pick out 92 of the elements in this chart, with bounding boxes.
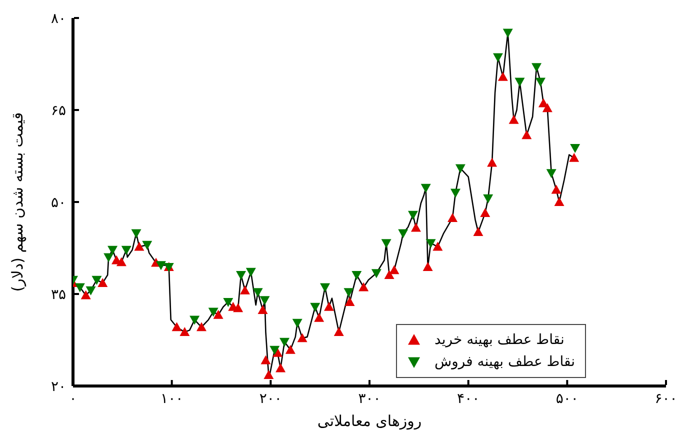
point [408,210,418,220]
x-tick-label: ۱۰۰ [160,390,184,407]
y-tick-label: ۶۵ [50,102,66,119]
point [554,197,564,206]
point [371,269,382,278]
y-tick-label: ۸۰ [50,10,66,27]
point [285,344,296,354]
point [223,298,234,307]
y-tick-label: ۳۵ [50,286,66,303]
point [104,253,114,262]
point [398,229,408,238]
point [473,227,484,236]
point [324,302,334,311]
point [546,169,556,178]
point [236,270,246,280]
point [240,285,250,294]
point [532,63,542,72]
point [432,242,443,251]
point [292,318,302,328]
point [208,308,218,317]
point [98,278,108,287]
x-tick-label: ۳۰۰ [358,390,381,407]
point [264,370,274,379]
point [344,296,355,306]
point [108,246,118,255]
point [172,322,182,332]
point [131,229,142,238]
point [492,53,503,62]
point [420,184,431,193]
point [74,283,85,292]
x-tick-label: ۴۰۰ [457,390,480,407]
x-tick-label: ۰ [69,390,77,407]
point [487,158,498,167]
point [213,310,224,319]
point [483,194,494,204]
point [260,296,270,306]
point [508,114,519,124]
x-tick-label: ۵۰۰ [556,390,578,407]
point [358,282,369,292]
point [92,276,102,285]
point [344,288,354,298]
point [535,78,546,87]
point [252,288,263,298]
point [142,240,152,250]
point [190,316,200,325]
point [80,290,91,300]
point [276,363,286,372]
point [280,338,290,347]
point [384,270,394,279]
point [498,72,508,81]
x-tick-label: ۶۰۰ [654,390,678,407]
x-tick-label: ۲۰۰ [259,390,282,407]
point [542,103,552,112]
legend-label: نقاط عطف بهینه خرید [434,332,564,348]
point [260,355,271,364]
point [156,261,166,270]
point [320,283,330,292]
point [86,286,96,296]
point [352,270,362,280]
point [310,302,320,312]
point [570,144,580,154]
y-tick-label: ۲۰ [50,378,66,395]
point [502,28,513,38]
point [389,265,400,274]
point [116,257,126,266]
point [121,246,132,255]
y-axis-title: قیمت بسته شدن سهم (دلار) [8,112,26,292]
point [180,327,190,336]
point [410,222,421,232]
point [297,333,308,342]
point [233,303,244,312]
point [448,212,458,222]
point [522,130,532,140]
point [551,184,562,194]
point [334,327,344,336]
point [480,208,490,218]
point [134,242,144,251]
point [270,346,280,355]
point [196,322,206,332]
point [450,188,460,198]
point [455,164,466,174]
point [314,312,324,322]
y-tick-label: ۵۰ [50,194,66,211]
point [381,239,392,248]
point [514,78,525,87]
point [569,152,580,162]
point [246,268,256,277]
point [258,304,268,314]
point [422,262,433,272]
point [426,239,436,248]
x-axis-title: روزهای معاملاتی [317,412,422,430]
legend-label: نقاط عطف بهینه فروش [434,354,575,370]
